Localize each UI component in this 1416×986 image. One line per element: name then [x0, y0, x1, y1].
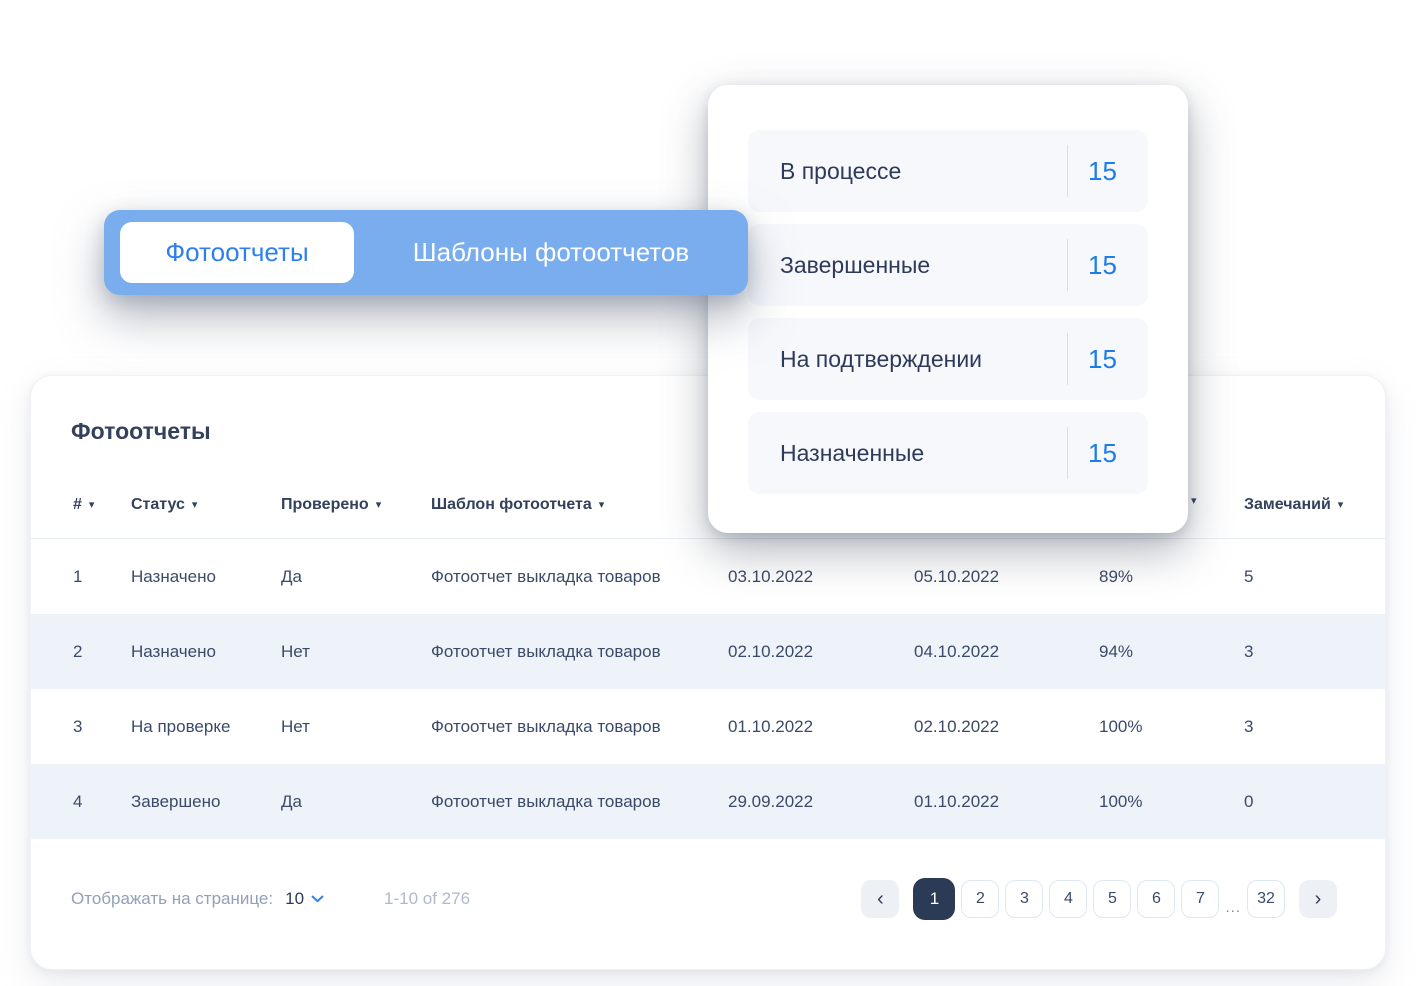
cell-date-end: 05.10.2022	[914, 566, 1000, 586]
column-header-number[interactable]: # ▾	[73, 496, 131, 514]
column-header-status[interactable]: Статус ▾	[131, 496, 281, 514]
table-footer: Отображать на странице: 10 1-10 of 276 ‹…	[31, 837, 1385, 969]
cell-remarks: 0	[1244, 791, 1254, 811]
column-header-label: Проверено	[281, 496, 369, 513]
cell-date-start: 02.10.2022	[728, 641, 814, 661]
status-item-completed[interactable]: Завершенные 15	[748, 224, 1148, 306]
range-text: 1-10 of 276	[384, 889, 471, 908]
cell-number: 4	[73, 791, 83, 811]
cell-date-end: 01.10.2022	[914, 791, 1000, 811]
column-header-label: Статус	[131, 496, 185, 513]
table-header-row: # ▾ Статус ▾ Проверено ▾ Шаблон фотоотче…	[31, 496, 1385, 539]
page-title: Фотоотчеты	[71, 418, 211, 444]
page-button-1[interactable]: 1	[913, 878, 956, 920]
sort-caret-icon: ▾	[191, 498, 198, 511]
cell-checked: Нет	[281, 716, 310, 736]
table-row[interactable]: 4 Завершено Да Фотоотчет выкладка товаро…	[31, 764, 1385, 839]
status-item-on-confirmation[interactable]: На подтверждении 15	[748, 318, 1148, 400]
cell-template: Фотоотчет выкладка товаров	[431, 716, 661, 736]
chevron-right-icon: ›	[1314, 887, 1322, 910]
column-header-label: Замечаний	[1244, 496, 1331, 513]
prev-page-button[interactable]: ‹	[861, 880, 900, 918]
cell-number: 3	[73, 716, 83, 736]
status-count: 15	[1088, 155, 1117, 186]
cell-completion: 89%	[1099, 566, 1134, 586]
cell-status: Завершено	[131, 791, 221, 811]
status-label: В процессе	[780, 157, 902, 184]
view-toggle: Фотоотчеты Шаблоны фотоотчетов	[104, 210, 748, 295]
cell-date-start: 01.10.2022	[728, 716, 814, 736]
cell-template: Фотоотчет выкладка товаров	[431, 791, 661, 811]
cell-status: Назначено	[131, 641, 216, 661]
status-label: На подтверждении	[780, 345, 983, 372]
next-page-button[interactable]: ›	[1299, 880, 1337, 918]
cell-date-start: 03.10.2022	[728, 566, 814, 586]
sort-caret-icon: ▾	[1337, 498, 1344, 511]
table-row[interactable]: 1 Назначено Да Фотоотчет выкладка товаро…	[31, 539, 1385, 614]
column-header-checked[interactable]: Проверено ▾	[281, 496, 431, 514]
cell-date-end: 04.10.2022	[914, 641, 1000, 661]
cell-remarks: 5	[1244, 566, 1254, 586]
sort-caret-icon: ▾	[88, 498, 95, 511]
pagination: ‹ 1 2 3 4 5 6 7 ... 32 ›	[861, 878, 1337, 920]
pagination-ellipsis: ...	[1225, 899, 1241, 916]
per-page-select[interactable]: 10	[285, 889, 324, 909]
column-header-template[interactable]: Шаблон фотоотчета ▾	[431, 496, 728, 514]
cell-date-end: 02.10.2022	[914, 716, 1000, 736]
cell-checked: Да	[281, 791, 302, 811]
cell-status: Назначено	[131, 566, 216, 586]
cell-template: Фотоотчет выкладка товаров	[431, 641, 661, 661]
status-count: 15	[1088, 437, 1117, 468]
column-header-completion[interactable]: ▾	[1099, 496, 1244, 507]
divider	[1067, 239, 1068, 291]
sort-caret-icon: ▾	[375, 498, 382, 511]
table-row[interactable]: 3 На проверке Нет Фотоотчет выкладка тов…	[31, 689, 1385, 764]
status-item-assigned[interactable]: Назначенные 15	[748, 412, 1148, 494]
divider	[1067, 427, 1068, 479]
page-button-7[interactable]: 7	[1181, 880, 1220, 918]
cell-remarks: 3	[1244, 716, 1254, 736]
cell-template: Фотоотчет выкладка товаров	[431, 566, 661, 586]
status-summary-panel: В процессе 15 Завершенные 15 На подтверж…	[708, 85, 1188, 533]
page-button-3[interactable]: 3	[1005, 880, 1044, 918]
tab-photo-reports[interactable]: Фотоотчеты	[120, 222, 354, 283]
per-page-value: 10	[285, 889, 305, 908]
page-button-4[interactable]: 4	[1049, 880, 1088, 918]
divider	[1067, 333, 1068, 385]
cell-checked: Да	[281, 566, 302, 586]
sort-caret-icon: ▾	[598, 498, 605, 511]
page-button-6[interactable]: 6	[1137, 880, 1176, 918]
cell-status: На проверке	[131, 716, 231, 736]
column-header-label: Шаблон фотоотчета	[431, 496, 592, 513]
cell-number: 1	[73, 566, 83, 586]
chevron-down-icon	[311, 895, 324, 903]
status-count: 15	[1088, 343, 1117, 374]
column-header-remarks[interactable]: Замечаний ▾	[1244, 496, 1385, 514]
cell-remarks: 3	[1244, 641, 1254, 661]
table-row[interactable]: 2 Назначено Нет Фотоотчет выкладка товар…	[31, 614, 1385, 689]
chevron-left-icon: ‹	[877, 887, 884, 910]
page-button-last[interactable]: 32	[1247, 880, 1285, 918]
cell-number: 2	[73, 641, 83, 661]
cell-checked: Нет	[281, 641, 310, 661]
cell-completion: 100%	[1099, 791, 1143, 811]
cell-date-start: 29.09.2022	[728, 791, 814, 811]
cell-completion: 94%	[1099, 641, 1134, 661]
status-label: Назначенные	[780, 439, 925, 466]
cell-completion: 100%	[1099, 716, 1143, 736]
column-header-label: #	[73, 496, 82, 513]
status-item-in-progress[interactable]: В процессе 15	[748, 130, 1148, 212]
per-page-label: Отображать на странице:	[71, 889, 274, 908]
tab-photo-report-templates[interactable]: Шаблоны фотоотчетов	[354, 210, 748, 295]
sort-caret-icon: ▾	[1191, 495, 1197, 507]
table-body: 1 Назначено Да Фотоотчет выкладка товаро…	[31, 539, 1385, 839]
status-label: Завершенные	[780, 251, 931, 278]
page-button-5[interactable]: 5	[1093, 880, 1132, 918]
page-button-2[interactable]: 2	[961, 880, 1000, 918]
status-count: 15	[1088, 249, 1117, 280]
divider	[1067, 145, 1068, 197]
